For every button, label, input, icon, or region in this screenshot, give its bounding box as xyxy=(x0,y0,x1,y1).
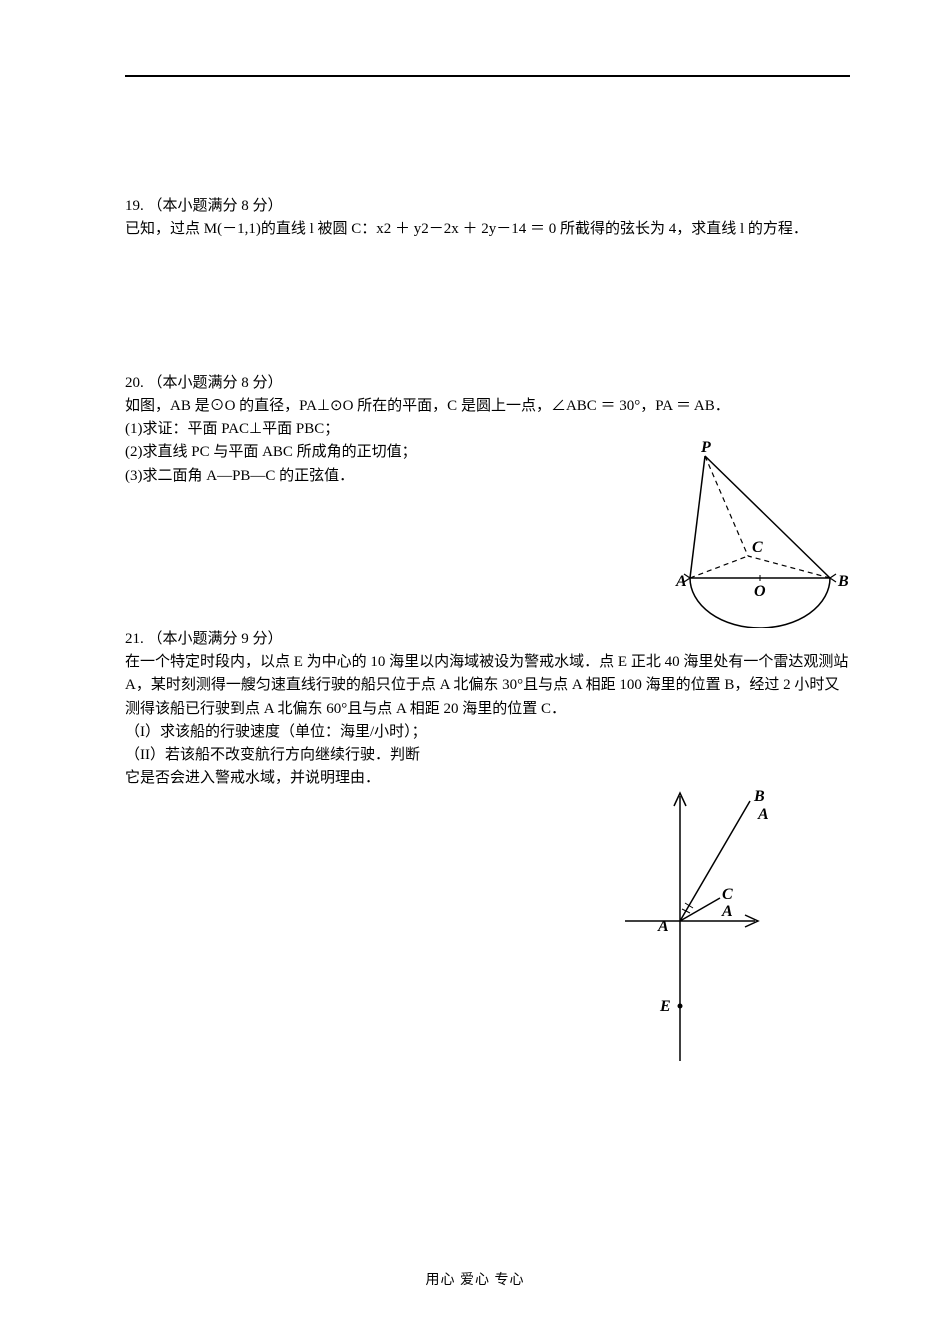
problem-21-sub-3: 它是否会进入警戒水域，并说明理由． xyxy=(125,770,380,786)
fig21-label-C: C xyxy=(722,886,733,903)
page-top-rule xyxy=(125,75,850,77)
fig20-label-B: B xyxy=(837,573,849,590)
fig21-label-A: A xyxy=(657,918,669,935)
problem-19-number: 19. xyxy=(125,198,144,214)
problem-20-points: （本小题满分 8 分） xyxy=(148,375,283,391)
problem-19-body: 已知，过点 M(－1,1)的直线 l 被圆 C：x2 ＋ y2－2x ＋ 2y－… xyxy=(125,221,808,237)
problem-20-figure: P A B C O xyxy=(670,438,860,628)
fig21-label-A2: A xyxy=(757,806,769,823)
problem-19-points: （本小题满分 8 分） xyxy=(148,198,283,214)
problem-21-figure: A B A C A E xyxy=(610,781,810,1071)
problem-20-sub-1: (1)求证：平面 PAC⊥平面 PBC； xyxy=(125,421,339,437)
fig21-label-B: B xyxy=(753,788,765,805)
fig21-label-E: E xyxy=(659,998,671,1015)
fig20-label-C: C xyxy=(752,539,763,556)
fig20-label-P: P xyxy=(700,439,711,456)
footer-text: 用心 爱心 专心 xyxy=(426,1273,525,1288)
problem-21: 21. （本小题满分 9 分） 在一个特定时段内，以点 E 为中心的 10 海里… xyxy=(125,628,850,791)
problem-19: 19. （本小题满分 8 分） 已知，过点 M(－1,1)的直线 l 被圆 C：… xyxy=(125,195,850,242)
problem-21-body: 在一个特定时段内，以点 E 为中心的 10 海里以内海域被设为警戒水域．点 E … xyxy=(125,654,848,717)
fig20-label-O: O xyxy=(754,583,766,600)
problem-21-sub-2: （II）若该船不改变航行方向继续行驶．判断 xyxy=(125,747,420,763)
problem-21-number: 21. xyxy=(125,631,144,647)
problem-20-sub-2: (2)求直线 PC 与平面 ABC 所成角的正切值； xyxy=(125,444,417,460)
problem-20-number: 20. xyxy=(125,375,144,391)
problem-20-body: 如图，AB 是⊙O 的直径，PA⊥⊙O 所在的平面，C 是圆上一点，∠ABC ＝… xyxy=(125,398,730,414)
fig20-label-A: A xyxy=(675,573,687,590)
fig21-label-A3: A xyxy=(721,903,733,920)
problem-20-sub-3: (3)求二面角 A—PB—C 的正弦值． xyxy=(125,468,354,484)
page-footer: 用心 爱心 专心 xyxy=(0,1269,950,1289)
problem-21-points: （本小题满分 9 分） xyxy=(148,631,283,647)
problem-21-sub-1: （I）求该船的行驶速度（单位：海里/小时）； xyxy=(125,724,427,740)
